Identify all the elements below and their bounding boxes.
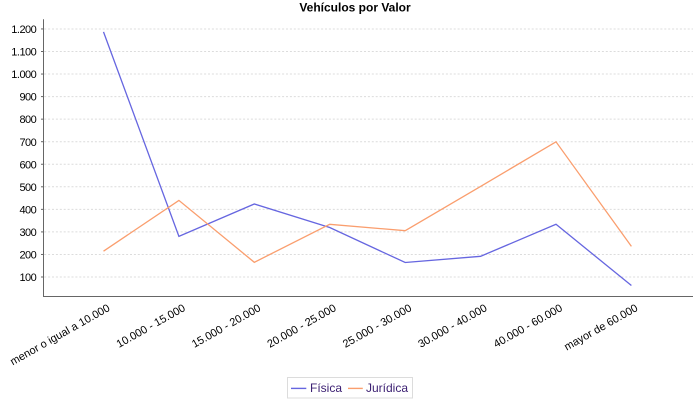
svg-text:Vehículos por Valor: Vehículos por Valor: [299, 1, 411, 15]
svg-text:200: 200: [19, 250, 36, 262]
svg-text:1.100: 1.100: [11, 47, 36, 59]
svg-text:Física: Física: [310, 381, 342, 395]
svg-text:400: 400: [19, 204, 36, 216]
svg-text:100: 100: [19, 272, 36, 284]
svg-text:500: 500: [19, 182, 36, 194]
svg-text:600: 600: [19, 159, 36, 171]
svg-text:700: 700: [19, 137, 36, 149]
svg-text:Jurídica: Jurídica: [366, 381, 408, 395]
svg-text:1.200: 1.200: [11, 24, 36, 36]
svg-text:300: 300: [19, 227, 36, 239]
svg-text:800: 800: [19, 114, 36, 126]
svg-text:900: 900: [19, 92, 36, 104]
svg-text:1.000: 1.000: [11, 69, 36, 81]
